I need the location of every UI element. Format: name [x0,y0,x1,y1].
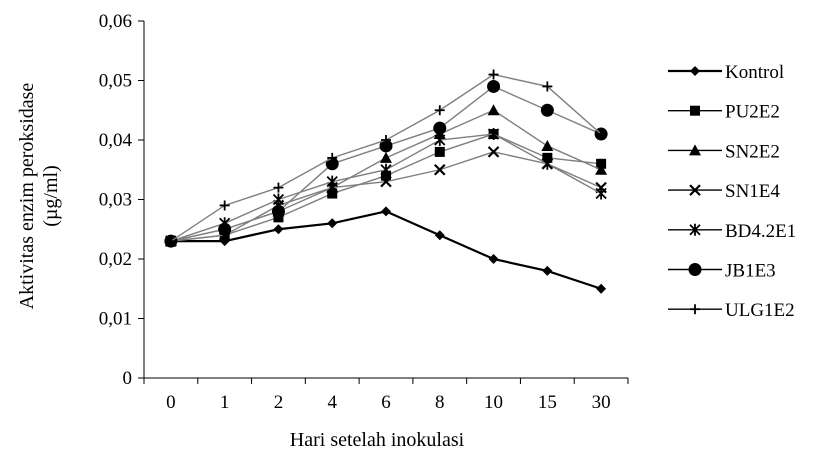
legend-item-ulg1e2: ULG1E2 [668,300,795,321]
legend-marker [690,66,700,76]
legend-label: ULG1E2 [725,300,795,321]
y-axis-title: Aktivitas enzim peroksidase (µg/ml) [16,83,62,310]
legend-marker [689,184,701,196]
series-kontrol [165,206,607,294]
data-point-bd4-2e1 [326,175,338,188]
chart-series [164,69,608,294]
legend-marker [689,144,701,156]
data-point-sn2e2 [487,104,500,116]
data-point-jb1e3 [487,79,501,93]
data-point-bd4-2e1 [595,187,607,200]
data-point-ulg1e2 [273,182,284,193]
data-point-sn2e2 [541,139,554,151]
data-point-pu2e2 [327,188,338,199]
data-point-ulg1e2 [327,152,338,163]
legend-item-pu2e2: PU2E2 [668,102,780,123]
data-point-ulg1e2 [434,105,445,116]
data-point-jb1e3 [218,222,232,236]
data-point-ulg1e2 [219,200,230,211]
x-tick-label: 8 [435,392,445,413]
x-tick-label: 10 [484,392,503,413]
data-point-kontrol [273,224,284,235]
legend-item-sn2e2: SN2E2 [668,141,780,162]
data-point-ulg1e2 [381,135,391,145]
data-point-sn1e4 [380,175,392,188]
x-tick-label: 1 [220,392,230,413]
y-tick-label: 0,04 [99,130,133,151]
data-point-sn2e2 [595,163,608,175]
legend-label: Kontrol [725,62,784,83]
legend-label: SN1E4 [725,181,780,202]
data-point-ulg1e2 [488,69,499,80]
y-axis-ticks: 0 0,01 0,02 0,03 0,04 0,05 0,06 [99,11,144,389]
legend-item-sn1e4: SN1E4 [668,181,780,202]
legend-label: SN2E2 [725,141,780,162]
x-tick-label: 6 [381,392,391,413]
data-point-jb1e3 [540,103,554,117]
series-ulg1e2 [165,69,607,247]
x-tick-label: 4 [327,392,337,413]
chart-legend: Kontrol PU2E2 SN2E2 SN1E4 BD4.2E1 JB1E3 ULG1E2 [668,62,796,321]
data-point-pu2e2 [434,146,445,157]
data-point-bd4-2e1 [272,193,285,206]
data-point-bd4-2e1 [541,157,553,170]
x-axis-ticks: 0 1 2 4 6 8 10 15 30 [143,378,629,413]
legend-item-jb1e3: JB1E3 [668,261,776,282]
data-point-ulg1e2 [542,81,553,92]
data-point-jb1e3 [379,139,393,153]
data-point-bd4-2e1 [380,163,392,176]
legend-item-bd4-2e1: BD4.2E1 [668,221,796,242]
y-tick-label: 0,03 [99,190,132,211]
legend-item-kontrol: Kontrol [668,62,784,83]
data-point-kontrol [542,265,553,276]
data-point-bd4-2e1 [487,128,500,141]
legend-label: BD4.2E1 [725,221,796,242]
data-point-sn1e4 [487,146,500,158]
y-tick-label: 0,01 [99,309,132,330]
legend-marker [690,105,700,116]
data-point-jb1e3 [271,204,285,218]
x-axis-title: Hari setelah inokulasi [290,429,465,451]
y-tick-label: 0,05 [99,71,132,92]
legend-label: JB1E3 [725,261,776,282]
data-point-kontrol [596,283,607,294]
series-line-kontrol [170,210,602,290]
data-point-sn1e4 [434,163,446,176]
data-point-jb1e3 [433,121,447,135]
x-tick-label: 0 [166,392,176,413]
series-jb1e3 [164,79,608,248]
data-point-jb1e3 [325,157,339,171]
data-point-kontrol [327,218,338,229]
data-point-ulg1e2 [165,236,176,247]
data-point-sn2e2 [380,151,392,163]
y-tick-label: 0 [123,368,133,389]
y-tick-label: 0,02 [99,249,132,270]
data-point-bd4-2e1 [434,134,446,146]
legend-label: PU2E2 [725,102,780,123]
legend-marker [690,304,700,315]
y-axis-title-line2: (µg/ml) [40,165,62,227]
x-tick-label: 15 [538,392,557,413]
data-point-kontrol [381,206,391,217]
x-tick-label: 30 [592,392,611,413]
data-point-kontrol [488,254,499,264]
data-point-kontrol [434,230,445,241]
y-axis-title-line1: Aktivitas enzim peroksidase [16,83,38,310]
data-point-ulg1e2 [596,129,607,140]
legend-marker [689,223,701,236]
x-tick-label: 2 [274,392,284,413]
y-tick-label: 0,06 [99,11,132,32]
legend-marker [688,263,702,276]
chart-axes [143,21,628,379]
